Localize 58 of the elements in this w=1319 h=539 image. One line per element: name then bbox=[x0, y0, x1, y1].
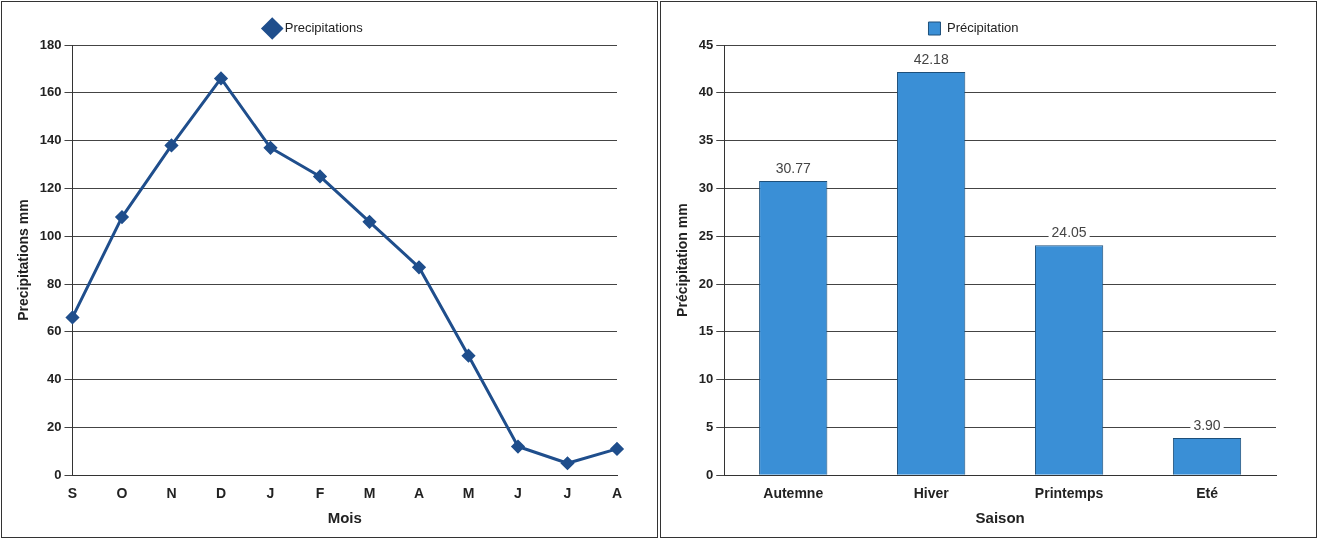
y-tick-label: 5 bbox=[706, 418, 714, 434]
point bbox=[511, 440, 525, 454]
y-tick-label: 35 bbox=[698, 132, 714, 148]
y-tick-label: 180 bbox=[39, 36, 62, 52]
x-tick-label: A bbox=[413, 485, 425, 502]
x-tick-label: D bbox=[215, 485, 227, 502]
y-tick-label: 120 bbox=[39, 179, 62, 195]
text: 42.18 bbox=[913, 50, 949, 67]
y-tick-label: 15 bbox=[698, 323, 714, 339]
x-tick-label: M bbox=[462, 485, 475, 502]
point bbox=[115, 210, 129, 224]
legend-label: Precipitations bbox=[284, 20, 364, 36]
y-tick-label: 10 bbox=[698, 371, 714, 387]
point bbox=[610, 442, 624, 456]
y-tick-label: 160 bbox=[39, 84, 62, 100]
x-tick-label: Eté bbox=[1196, 485, 1219, 502]
x-tick-label: F bbox=[315, 485, 325, 502]
x-tick-label: M bbox=[363, 485, 376, 502]
y-axis-title: Precipitations mm bbox=[15, 199, 32, 321]
y-tick-label: 60 bbox=[47, 323, 62, 339]
y-tick-label: 140 bbox=[39, 132, 62, 148]
point bbox=[214, 71, 228, 85]
y-axis-title: Précipitation mm bbox=[674, 203, 691, 317]
y-tick-label: 0 bbox=[706, 466, 714, 482]
y-tick-label: 100 bbox=[39, 227, 62, 243]
y-tick-label: 40 bbox=[47, 371, 62, 387]
x-tick-label: J bbox=[514, 485, 522, 502]
x-tick-label: Autemne bbox=[763, 485, 824, 502]
x-axis-title: Mois bbox=[327, 509, 362, 527]
legend-label: Précipitation bbox=[946, 20, 1019, 36]
x-tick-label: J bbox=[266, 485, 275, 502]
x-axis-title: Saison bbox=[975, 509, 1025, 527]
point bbox=[164, 138, 178, 152]
x-tick-label: Printemps bbox=[1034, 485, 1104, 502]
text: 3.90 bbox=[1193, 416, 1221, 433]
point bbox=[313, 169, 327, 183]
y-tick-label: 40 bbox=[698, 84, 714, 100]
point bbox=[263, 141, 277, 155]
x-tick-label: A bbox=[611, 485, 623, 502]
point bbox=[561, 456, 574, 470]
point bbox=[462, 349, 475, 363]
y-tick-label: 30 bbox=[698, 179, 714, 195]
x-tick-label: N bbox=[166, 485, 177, 502]
x-tick-label: S bbox=[67, 485, 78, 502]
y-tick-label: 0 bbox=[54, 466, 62, 482]
y-tick-label: 20 bbox=[698, 275, 714, 291]
text: 24.05 bbox=[1051, 224, 1087, 241]
y-tick-label: 45 bbox=[698, 36, 714, 52]
point bbox=[65, 310, 79, 324]
x-tick-label: Hiver bbox=[913, 485, 950, 502]
y-tick-label: 80 bbox=[47, 275, 62, 291]
text: 30.77 bbox=[775, 159, 811, 176]
x-tick-label: O bbox=[116, 485, 128, 502]
point bbox=[412, 260, 426, 274]
y-tick-label: 25 bbox=[698, 227, 714, 243]
y-tick-label: 20 bbox=[47, 418, 62, 434]
x-tick-label: J bbox=[563, 485, 572, 502]
point bbox=[363, 215, 376, 229]
